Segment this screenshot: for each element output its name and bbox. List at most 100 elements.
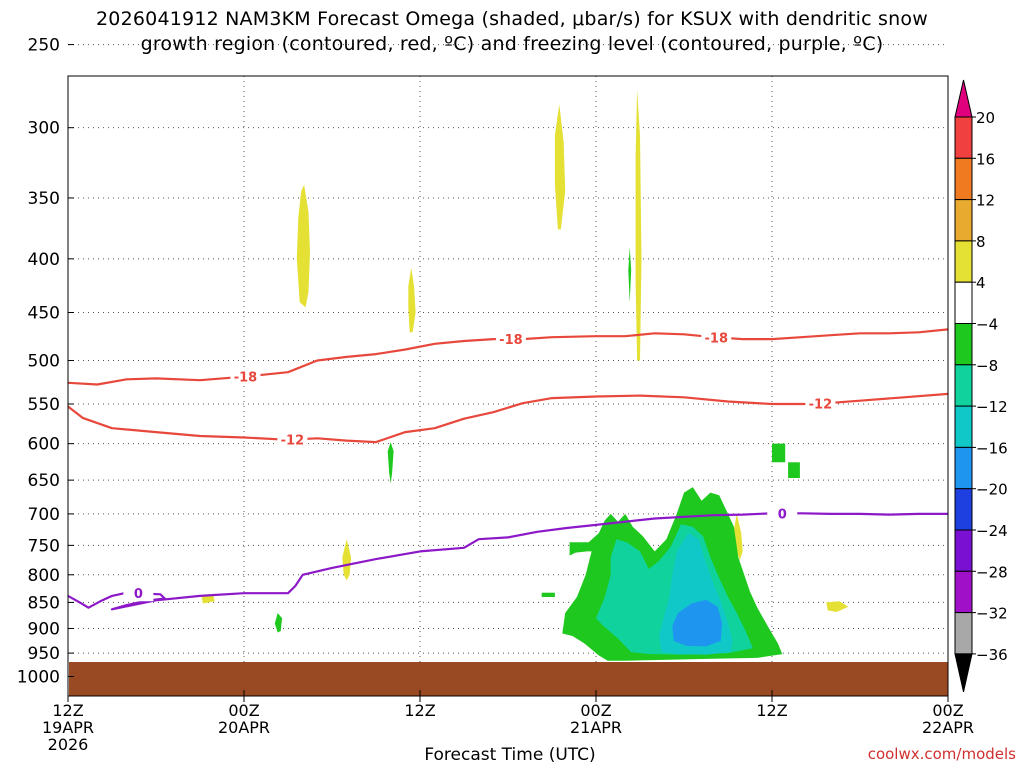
chart-title-line-1: 2026041912 NAM3KM Forecast Omega (shaded… <box>96 8 928 30</box>
x-tick-label-12-1: 20APR <box>218 718 270 737</box>
colorbar-bottom-arrow <box>954 653 973 693</box>
y-tick-label-600: 600 <box>28 435 60 455</box>
omega-region-7 <box>826 601 849 612</box>
contour-label-bg--18-1 <box>701 329 732 346</box>
colorbar-label-9: −20 <box>976 481 1008 499</box>
omega-region-2 <box>554 104 566 230</box>
chart-title-line-2: growth region (contoured, red, ºC) and f… <box>140 33 884 55</box>
y-tick-label-550: 550 <box>28 395 60 415</box>
colorbar-swatch-4 <box>954 281 973 325</box>
contour-label-bg--18-2 <box>495 331 526 348</box>
source-credit: coolwx.com/models <box>867 745 1016 763</box>
omega-region-6 <box>733 513 743 561</box>
x-tick-label-12-0: 00Z <box>228 701 259 720</box>
y-tick-label-450: 450 <box>28 304 60 324</box>
y-tick-label-850: 850 <box>28 593 60 613</box>
x-tick-label-0-0: 12Z <box>52 701 83 720</box>
colorbar-swatch-2 <box>954 199 973 242</box>
omega-region-10 <box>541 592 555 597</box>
omega-region-9 <box>274 613 283 633</box>
y-tick-label-400: 400 <box>28 250 60 270</box>
colorbar-swatch-6 <box>954 364 973 407</box>
temperature-contours: -12 -12 -18 -18 -18 0 0 <box>68 328 948 611</box>
colorbar-label-8: −16 <box>976 439 1008 457</box>
y-tick-label-250: 250 <box>28 36 60 56</box>
y-tick-label-900: 900 <box>28 619 60 639</box>
y-tick-label-1000: 1000 <box>17 668 60 688</box>
contour-label--18-0: -18 <box>234 371 258 386</box>
contour-label-bg-0-0 <box>123 585 154 602</box>
omega-region-11 <box>628 247 632 303</box>
x-tick-label-60-1: 22APR <box>922 718 974 737</box>
plot-border <box>67 75 949 697</box>
contour-label-0-1: 0 <box>778 507 787 522</box>
contour-label-bg--18-0 <box>230 368 261 385</box>
omega-region-4 <box>342 539 352 581</box>
omega-region-17 <box>672 599 723 647</box>
x-axis-label: Forecast Time (UTC) <box>424 745 596 765</box>
colorbar-swatch-5 <box>954 323 973 366</box>
y-tick-label-800: 800 <box>28 566 60 586</box>
ground-top-edge <box>69 662 948 680</box>
colorbar-label-2: 12 <box>976 192 995 210</box>
x-tick-label-24-0: 12Z <box>404 701 435 720</box>
colorbar-label-6: −8 <box>976 357 998 375</box>
contour-label-bg-0-1 <box>767 505 798 522</box>
colorbar-swatch-12 <box>954 612 973 655</box>
omega-region-1 <box>408 267 416 333</box>
colorbar-top-arrow <box>954 79 973 118</box>
omega-shading <box>201 89 849 661</box>
colorbar-label-4: 4 <box>976 274 986 292</box>
x-tick-label-60-0: 00Z <box>932 701 963 720</box>
contour-label-bg--12-1 <box>805 395 836 412</box>
x-tick-label-36-1: 21APR <box>570 718 622 737</box>
omega-region-0 <box>296 184 310 308</box>
colorbar: 20 16 12 8 4 −4 −8 −12 −16 −20 −24 −28 −32 −36 <box>954 79 1008 693</box>
colorbar-swatch-3 <box>954 240 973 283</box>
colorbar-swatch-1 <box>954 157 973 201</box>
y-axis: 250 300 350 400 450 500 550 600 650 700 750 800 850 9… <box>17 36 74 688</box>
colorbar-swatch-7 <box>954 405 973 448</box>
omega-region-5 <box>201 594 215 604</box>
colorbar-label-7: −12 <box>976 398 1008 416</box>
contour-label--12-1: -12 <box>809 398 833 413</box>
y-tick-label-300: 300 <box>28 119 60 139</box>
contour-label--18-1: -18 <box>705 331 729 346</box>
x-tick-label-36-0: 00Z <box>580 701 611 720</box>
colorbar-label-3: 8 <box>976 233 986 251</box>
y-tick-label-650: 650 <box>28 471 60 491</box>
x-tick-label-48-0: 12Z <box>756 701 787 720</box>
contour-label-0-0: 0 <box>134 587 143 602</box>
contour-label--18-2: -18 <box>499 333 523 348</box>
omega-region-8 <box>387 442 394 484</box>
y-tick-label-350: 350 <box>28 189 60 209</box>
colorbar-label-11: −28 <box>976 563 1008 581</box>
colorbar-swatch-0 <box>954 116 973 159</box>
y-tick-label-950: 950 <box>28 644 60 664</box>
x-tick-label-0-1: 19APR <box>42 718 94 737</box>
colorbar-label-12: −32 <box>976 605 1008 623</box>
contour-line--12-0 <box>68 392 948 444</box>
colorbar-swatch-8 <box>954 446 973 490</box>
grid-lines <box>68 44 948 696</box>
omega-region-12 <box>772 443 786 463</box>
colorbar-label-1: 16 <box>976 150 995 168</box>
plot-background <box>68 76 948 696</box>
colorbar-swatch-10 <box>954 529 973 572</box>
colorbar-label-13: −36 <box>976 646 1008 664</box>
y-tick-label-750: 750 <box>28 536 60 556</box>
omega-region-13 <box>788 462 800 478</box>
x-tick-label-0-2: 2026 <box>48 735 89 754</box>
contour-label-bg--12-0 <box>277 431 308 448</box>
colorbar-label-5: −4 <box>976 316 998 334</box>
contour-label--12-0: -12 <box>281 434 305 449</box>
colorbar-label-0: 20 <box>976 109 995 127</box>
y-tick-label-700: 700 <box>28 505 60 525</box>
colorbar-swatch-11 <box>954 570 973 614</box>
omega-region-3 <box>635 89 642 361</box>
colorbar-swatch-9 <box>954 488 973 531</box>
colorbar-label-10: −24 <box>976 522 1008 540</box>
y-tick-label-500: 500 <box>28 352 60 372</box>
